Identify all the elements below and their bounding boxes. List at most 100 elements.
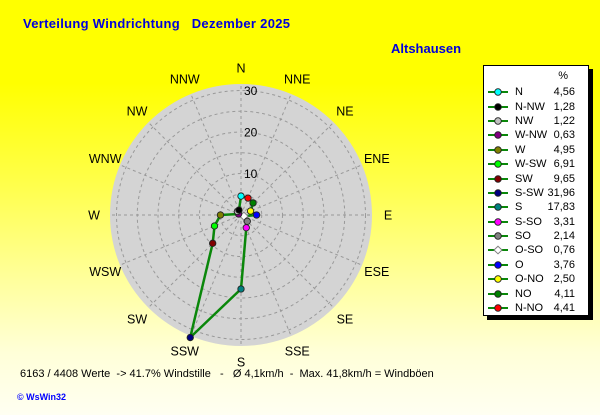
legend-value: 4,95 bbox=[553, 143, 575, 156]
legend-item-NO: NO 4,11 bbox=[484, 286, 588, 300]
direction-label-SE: SE bbox=[337, 312, 354, 326]
legend-value: 1,28 bbox=[553, 100, 575, 113]
data-point-ENE bbox=[246, 207, 255, 215]
credit-wswin32: © WsWin32 bbox=[17, 392, 67, 402]
grid-spoke-SSW bbox=[190, 214, 242, 337]
legend-marker-dot bbox=[494, 289, 502, 298]
legend-marker-diamond bbox=[493, 245, 503, 255]
status-line: 6163 / 4408 Werte -> 41.7% Windstille - … bbox=[20, 368, 434, 380]
direction-label-S: S bbox=[237, 356, 245, 370]
ring-label-20: 20 bbox=[244, 126, 258, 140]
data-point-SSE bbox=[242, 224, 250, 232]
legend-marker-dot bbox=[494, 232, 502, 240]
legend-marker-dot bbox=[494, 174, 502, 183]
direction-label-WSW: WSW bbox=[89, 265, 121, 279]
legend-marker-dot bbox=[494, 88, 502, 96]
legend-marker-icon bbox=[488, 102, 508, 111]
grid-spoke-NE bbox=[240, 122, 334, 216]
direction-label-NE: NE bbox=[336, 105, 353, 119]
legend-label: SO bbox=[515, 230, 531, 243]
grid-ring-20 bbox=[157, 131, 325, 299]
legend-value: 2,50 bbox=[553, 273, 575, 286]
legend-marker-icon bbox=[488, 146, 508, 154]
legend-marker-dot bbox=[494, 217, 502, 226]
grid-spoke-SSE bbox=[240, 214, 292, 337]
legend-marker-icon bbox=[488, 289, 508, 298]
grid-spoke-SE bbox=[240, 214, 334, 308]
direction-label-N: N bbox=[236, 62, 245, 76]
grid-spoke-NW bbox=[148, 122, 242, 216]
legend-value: 9,65 bbox=[553, 172, 575, 185]
legend-label: NO bbox=[515, 287, 532, 300]
legend-value: 0,76 bbox=[553, 244, 575, 257]
legend-marker-dot bbox=[494, 275, 502, 284]
legend-item-S-SW: S-SW 31,96 bbox=[484, 186, 588, 200]
data-point-NNW bbox=[235, 206, 243, 214]
ring-label-10: 10 bbox=[244, 167, 258, 181]
direction-label-SW: SW bbox=[127, 312, 147, 326]
legend-value: 2,14 bbox=[553, 230, 575, 243]
legend-label: W-SW bbox=[515, 158, 547, 171]
legend-item-N: N 4,56 bbox=[484, 85, 588, 99]
direction-label-W: W bbox=[88, 209, 100, 223]
grid-spoke-ENE bbox=[240, 164, 363, 216]
legend-value: 3,76 bbox=[553, 258, 575, 271]
legend-marker-icon bbox=[488, 232, 508, 240]
legend-label: O bbox=[515, 258, 524, 271]
legend-label: O-SO bbox=[515, 244, 544, 257]
legend-label: S-SW bbox=[515, 186, 544, 199]
legend-marker-dot bbox=[494, 102, 502, 111]
legend-marker-icon bbox=[488, 88, 508, 96]
grid-spoke-WSW bbox=[119, 214, 242, 266]
legend-marker-dot bbox=[494, 146, 502, 154]
legend-value: 3,31 bbox=[553, 215, 575, 228]
data-point-E bbox=[252, 211, 261, 219]
legend-item-SW: SW 9,65 bbox=[484, 171, 588, 185]
legend-value: 0,63 bbox=[553, 129, 575, 142]
legend-label: N bbox=[515, 86, 523, 99]
legend-value: 17,83 bbox=[547, 201, 575, 214]
legend-item-S: S 17,83 bbox=[484, 200, 588, 214]
legend-rows: N 4,56 N-NW 1,28 NW 1,22 W-NW 0,63 W 4,95 W-SW 6,91… bbox=[484, 85, 588, 315]
legend-item-W: W 4,95 bbox=[484, 143, 588, 157]
data-point-NNE bbox=[244, 194, 252, 202]
direction-label-ESE: ESE bbox=[364, 265, 389, 279]
legend-marker-icon bbox=[488, 304, 508, 312]
legend-item-W-SW: W-SW 6,91 bbox=[484, 157, 588, 171]
grid-spoke-SW bbox=[148, 214, 242, 308]
data-point-S bbox=[237, 285, 245, 293]
legend-label: S bbox=[515, 201, 523, 214]
direction-label-NNW: NNW bbox=[170, 73, 200, 87]
legend-label: N-NW bbox=[515, 100, 545, 113]
legend-item-W-NW: W-NW 0,63 bbox=[484, 128, 588, 142]
legend-item-S-SO: S-SO 3,31 bbox=[484, 215, 588, 229]
legend-percent-header: % bbox=[558, 70, 568, 82]
direction-label-WNW: WNW bbox=[89, 152, 122, 166]
legend-marker-icon bbox=[488, 117, 508, 125]
legend-value: 6,91 bbox=[553, 158, 575, 171]
legend-marker-icon bbox=[488, 261, 508, 269]
legend-box: % N 4,56 N-NW 1,28 NW 1,22 W-NW 0,63 W 4,95 W-SW 6,… bbox=[483, 65, 589, 316]
direction-label-NNE: NNE bbox=[284, 73, 310, 87]
legend-marker-icon bbox=[488, 160, 508, 168]
grid-ring-10 bbox=[199, 173, 283, 257]
legend-label: NW bbox=[515, 114, 534, 127]
legend-marker-icon bbox=[488, 131, 508, 140]
legend-label: W bbox=[515, 143, 526, 156]
station-name: Altshausen bbox=[391, 41, 462, 56]
legend-item-O-SO: O-SO 0,76 bbox=[484, 243, 588, 257]
grid-spoke-ESE bbox=[240, 214, 363, 266]
legend-marker-icon bbox=[488, 245, 508, 255]
legend-marker-dot bbox=[494, 189, 502, 197]
legend-label: N-NO bbox=[515, 302, 544, 315]
legend-item-N-NO: N-NO 4,41 bbox=[484, 301, 588, 315]
legend-marker-dot bbox=[494, 160, 502, 168]
legend-value: 4,11 bbox=[554, 287, 575, 300]
chart-title: Verteilung Windrichtung Dezember 2025 bbox=[23, 16, 291, 31]
legend-label: W-NW bbox=[515, 129, 548, 142]
legend-marker-dot bbox=[494, 131, 502, 140]
legend-marker-dot bbox=[494, 203, 502, 212]
legend-marker-dot bbox=[494, 117, 502, 125]
legend-value: 1,22 bbox=[553, 114, 575, 127]
